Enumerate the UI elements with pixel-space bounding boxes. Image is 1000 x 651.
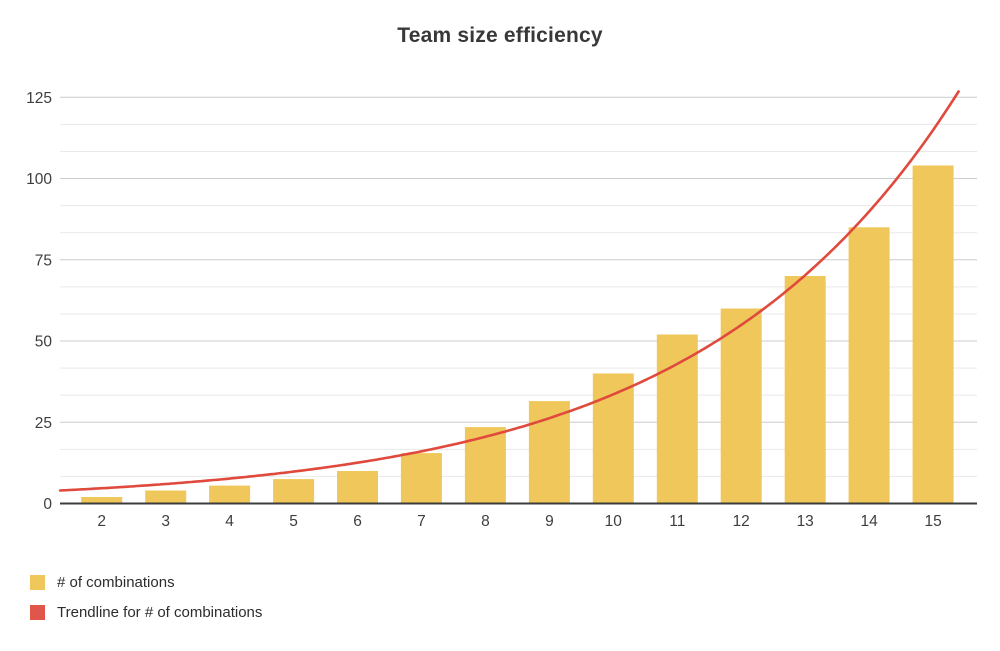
y-tick-label-50: 50 <box>35 334 53 351</box>
x-tick-label-10: 10 <box>605 513 623 530</box>
bar-5 <box>273 479 315 504</box>
bar-14 <box>848 227 890 504</box>
x-tick-label-14: 14 <box>860 513 878 530</box>
bar-2 <box>81 497 123 504</box>
chart-title: Team size efficiency <box>397 24 603 47</box>
x-tick-label-13: 13 <box>797 513 814 530</box>
legend-item-combinations: # of combinations <box>30 574 262 591</box>
chart-legend: # of combinations Trendline for # of com… <box>30 574 263 635</box>
bar-13 <box>784 276 826 504</box>
trendline <box>58 90 960 492</box>
x-tick-label-7: 7 <box>417 513 426 530</box>
legend-label-trendline: Trendline for # of combinations <box>57 604 263 621</box>
x-tick-label-5: 5 <box>289 513 298 530</box>
bar-4 <box>209 485 251 504</box>
x-tick-label-2: 2 <box>97 513 106 530</box>
x-tick-label-6: 6 <box>353 513 362 530</box>
bar-8 <box>464 427 506 504</box>
y-tick-label-125: 125 <box>26 90 52 107</box>
bar-7 <box>400 453 442 504</box>
legend-swatch-bar-series <box>30 575 45 590</box>
x-tick-label-9: 9 <box>545 513 554 530</box>
y-tick-label-25: 25 <box>35 415 52 432</box>
bar-12 <box>720 308 762 504</box>
bar-11 <box>656 334 698 504</box>
x-tick-label-3: 3 <box>161 513 170 530</box>
legend-swatch-trendline <box>30 605 45 620</box>
y-tick-label-0: 0 <box>43 496 52 513</box>
x-tick-label-8: 8 <box>481 513 490 530</box>
x-tick-label-11: 11 <box>669 513 685 530</box>
x-tick-label-15: 15 <box>924 513 941 530</box>
bar-9 <box>528 401 570 504</box>
x-tick-label-12: 12 <box>733 513 750 530</box>
bar-15 <box>912 165 954 504</box>
y-tick-label-75: 75 <box>35 252 52 269</box>
bar-3 <box>145 490 187 504</box>
y-tick-label-100: 100 <box>26 171 52 188</box>
legend-label-bar-series: # of combinations <box>57 574 175 591</box>
bar-6 <box>337 471 378 504</box>
x-tick-label-4: 4 <box>225 513 234 530</box>
legend-item-trendline: Trendline for # of combinations <box>30 604 263 621</box>
